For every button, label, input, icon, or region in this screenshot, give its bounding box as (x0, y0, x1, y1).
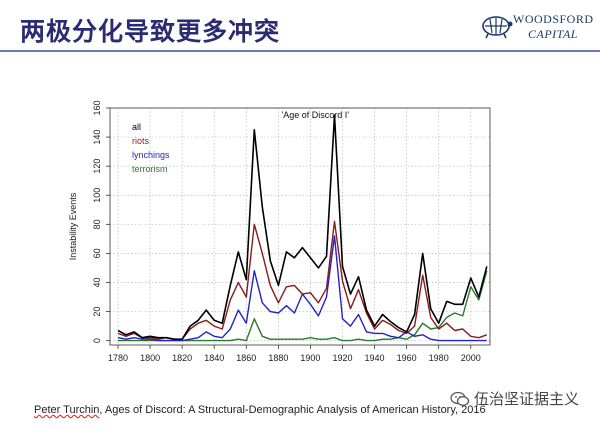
x-tick-label: 1880 (268, 353, 288, 363)
x-tick-label: 1860 (236, 353, 256, 363)
y-tick-label: 140 (92, 130, 102, 145)
x-tick-label: 1980 (429, 353, 449, 363)
y-tick-label: 60 (92, 248, 102, 258)
y-tick-label: 40 (92, 277, 102, 287)
y-tick-label: 100 (92, 188, 102, 203)
y-tick-label: 120 (92, 159, 102, 174)
wechat-watermark: 伍治坚证据主义 (450, 388, 579, 409)
page-title: 两极分化导致更多冲突 (20, 17, 281, 46)
legend-entry-terrorism: terrorism (132, 164, 168, 174)
source-caption: Peter Turchin, Ages of Discord: A Struct… (34, 404, 486, 416)
logo-text-line2: CAPITAL (528, 27, 578, 41)
legend-entry-riots: riots (132, 136, 150, 146)
chart-annotation: 'Age of Discord I' (281, 110, 349, 120)
watermark-text: 伍治坚证据主义 (474, 390, 580, 408)
y-tick-label: 80 (92, 219, 102, 229)
series-line-lynchings (117, 235, 487, 342)
company-logo: WOODSFORD CAPITAL (478, 8, 594, 44)
logo-text-line1: WOODSFORD (513, 12, 594, 26)
tortoise-logo-icon (482, 16, 513, 39)
title-divider (0, 50, 600, 52)
series-line-all (117, 114, 488, 340)
x-tick-label: 1900 (300, 353, 320, 363)
x-tick-label: 1960 (397, 353, 417, 363)
x-tick-label: 1780 (108, 353, 128, 363)
x-tick-label: 2000 (461, 353, 481, 363)
y-tick-label: 160 (92, 100, 102, 115)
y-tick-label: 20 (92, 307, 102, 317)
plot-frame (109, 107, 491, 346)
instability-chart: 1780 1800 1820 1840 1860 1880 1900 1920 1940 1960… (68, 100, 491, 363)
x-tick-label: 1800 (140, 353, 160, 363)
series-line-riots (117, 220, 488, 340)
x-tick-label: 1820 (172, 353, 192, 363)
x-tick-label: 1920 (332, 353, 352, 363)
series-line-terrorism (118, 270, 488, 342)
y-tick-label: 0 (92, 338, 102, 343)
x-tick-label: 1940 (365, 353, 385, 363)
legend-entry-all: all (132, 122, 141, 132)
y-axis-label: Instability Events (68, 192, 78, 260)
wechat-icon (450, 391, 470, 406)
caption-author: Peter Turchin (34, 404, 100, 416)
caption-text: , Ages of Discord: A Structural-Demograp… (99, 404, 486, 416)
legend-entry-lynchings: lynchings (132, 150, 170, 160)
x-tick-label: 1840 (204, 353, 224, 363)
